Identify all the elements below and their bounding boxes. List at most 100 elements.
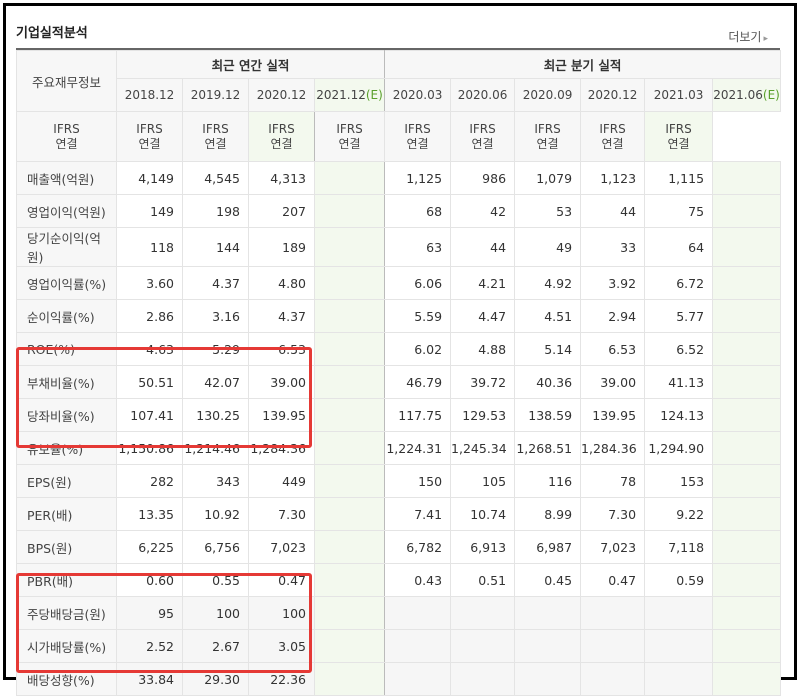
ifrs-header-cell: IFRS 연결 xyxy=(16,111,117,162)
quarter-group-header: 최근 분기 실적 xyxy=(384,50,782,79)
quarter-value-cell xyxy=(712,431,782,465)
quarter-value-cell: 1,115 xyxy=(644,161,714,195)
annual-value-cell: 42.07 xyxy=(182,365,249,399)
quarter-value-cell xyxy=(580,629,646,663)
table-row: 주당배당금(원) 95 100 100 xyxy=(16,596,782,630)
quarter-value-cell: 6,782 xyxy=(384,530,452,564)
quarter-value-cell xyxy=(644,596,714,630)
quarter-value-cell xyxy=(450,629,516,663)
annual-value-cell: 198 xyxy=(182,194,249,228)
period-header-row: 2018.12 2019.12 2020.12 2021.12(E) 2020.03 20… xyxy=(17,78,782,112)
quarter-value-cell: 4.51 xyxy=(514,299,582,333)
quarter-value-cell: 6.53 xyxy=(580,332,646,366)
annual-value-cell: 1,214.46 xyxy=(182,431,249,465)
ifrs-header-cell: IFRS 연결 xyxy=(450,111,516,162)
annual-value-cell: 50.51 xyxy=(116,365,183,399)
annual-value-cell: 189 xyxy=(248,227,315,267)
row-label: 영업이익(억원) xyxy=(16,194,117,228)
row-label: 영업이익률(%) xyxy=(16,266,117,300)
annual-value-cell: 282 xyxy=(116,464,183,498)
quarter-value-cell: 1,079 xyxy=(514,161,582,195)
annual-value-cell: 39.00 xyxy=(248,365,315,399)
annual-value-cell xyxy=(313,161,386,195)
consolidated-label: 연결 xyxy=(55,136,78,151)
period-label: 2020.06 xyxy=(457,88,508,102)
annual-period-header: 2020.12 xyxy=(248,78,315,112)
quarter-value-cell: 41.13 xyxy=(644,365,714,399)
quarter-value-cell xyxy=(712,161,782,195)
quarter-value-cell xyxy=(384,629,452,663)
annual-value-cell: 7.30 xyxy=(248,497,315,531)
quarter-value-cell: 5.59 xyxy=(384,299,452,333)
annual-value-cell: 118 xyxy=(116,227,183,267)
quarter-value-cell xyxy=(712,299,782,333)
row-label: 부채비율(%) xyxy=(16,365,117,399)
quarter-value-cell: 2.94 xyxy=(580,299,646,333)
row-label: PER(배) xyxy=(16,497,117,531)
consolidated-label: 연결 xyxy=(601,136,624,151)
ifrs-label: IFRS xyxy=(534,121,561,136)
ifrs-label: IFRS xyxy=(665,121,692,136)
annual-value-cell xyxy=(313,629,386,663)
quarter-value-cell: 1,245.34 xyxy=(450,431,516,465)
annual-value-cell: 10.92 xyxy=(182,497,249,531)
annual-value-cell: 2.67 xyxy=(182,629,249,663)
quarter-period-header: 2021.03 xyxy=(644,78,714,112)
quarter-value-cell xyxy=(384,596,452,630)
period-label: 2021.03 xyxy=(653,88,704,102)
quarter-value-cell xyxy=(712,497,782,531)
quarter-value-cell xyxy=(712,266,782,300)
annual-value-cell: 3.60 xyxy=(116,266,183,300)
period-label: 2020.09 xyxy=(522,88,573,102)
quarter-value-cell: 124.13 xyxy=(644,398,714,432)
section-title: 기업실적분석 xyxy=(16,26,88,41)
quarter-value-cell: 4.88 xyxy=(450,332,516,366)
table-row: EPS(원) 282 343 449 150 105 116 78 153 xyxy=(16,464,782,498)
ifrs-label: IFRS xyxy=(268,121,295,136)
quarter-value-cell: 139.95 xyxy=(580,398,646,432)
quarter-value-cell: 44 xyxy=(450,227,516,267)
more-link[interactable]: 더보기 ▸ xyxy=(728,28,768,45)
ifrs-label: IFRS xyxy=(136,121,163,136)
table-row: PER(배) 13.35 10.92 7.30 7.41 10.74 8.99 7.30 9.2… xyxy=(16,497,782,531)
period-label: 2019.12 xyxy=(190,88,241,102)
consolidated-label: 연결 xyxy=(204,136,227,151)
annual-value-cell: 4.80 xyxy=(248,266,315,300)
quarter-value-cell: 4.21 xyxy=(450,266,516,300)
quarter-value-cell: 6.52 xyxy=(644,332,714,366)
row-label: 시가배당률(%) xyxy=(16,629,117,663)
quarter-value-cell xyxy=(712,464,782,498)
table-row: 시가배당률(%) 2.52 2.67 3.05 xyxy=(16,629,782,663)
ifrs-header-cell: IFRS 연결 xyxy=(116,111,183,162)
annual-value-cell: 95 xyxy=(116,596,183,630)
annual-value-cell: 2.86 xyxy=(116,299,183,333)
quarter-value-cell xyxy=(712,365,782,399)
quarter-value-cell: 5.77 xyxy=(644,299,714,333)
annual-value-cell xyxy=(313,227,386,267)
quarter-value-cell: 49 xyxy=(514,227,582,267)
ifrs-header-cell: IFRS 연결 xyxy=(248,111,315,162)
ifrs-label: IFRS xyxy=(404,121,431,136)
quarter-value-cell: 39.00 xyxy=(580,365,646,399)
quarter-value-cell: 46.79 xyxy=(384,365,452,399)
quarter-value-cell xyxy=(712,398,782,432)
annual-period-header: 2021.12(E) xyxy=(313,78,386,112)
quarter-value-cell: 8.99 xyxy=(514,497,582,531)
quarter-value-cell: 0.59 xyxy=(644,563,714,597)
quarter-value-cell: 7.30 xyxy=(580,497,646,531)
table-row: 매출액(억원) 4,149 4,545 4,313 1,125 986 1,079 1,123… xyxy=(16,161,782,195)
period-label: 2020.12 xyxy=(256,88,307,102)
annual-value-cell xyxy=(313,497,386,531)
quarter-value-cell xyxy=(712,332,782,366)
annual-value-cell: 7,023 xyxy=(248,530,315,564)
ifrs-header-cell: IFRS 연결 xyxy=(182,111,249,162)
annual-value-cell: 107.41 xyxy=(116,398,183,432)
quarter-value-cell xyxy=(514,662,582,696)
quarter-value-cell: 75 xyxy=(644,194,714,228)
annual-value-cell: 29.30 xyxy=(182,662,249,696)
row-label: 주당배당금(원) xyxy=(16,596,117,630)
row-label: BPS(원) xyxy=(16,530,117,564)
annual-value-cell: 343 xyxy=(182,464,249,498)
quarter-value-cell: 7,118 xyxy=(644,530,714,564)
quarter-value-cell: 1,284.36 xyxy=(580,431,646,465)
